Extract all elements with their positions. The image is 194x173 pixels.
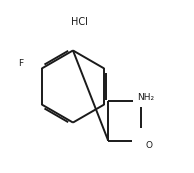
Text: F: F [18,59,23,68]
Text: HCl: HCl [71,17,88,27]
Text: O: O [146,141,153,150]
Text: NH₂: NH₂ [137,93,154,102]
